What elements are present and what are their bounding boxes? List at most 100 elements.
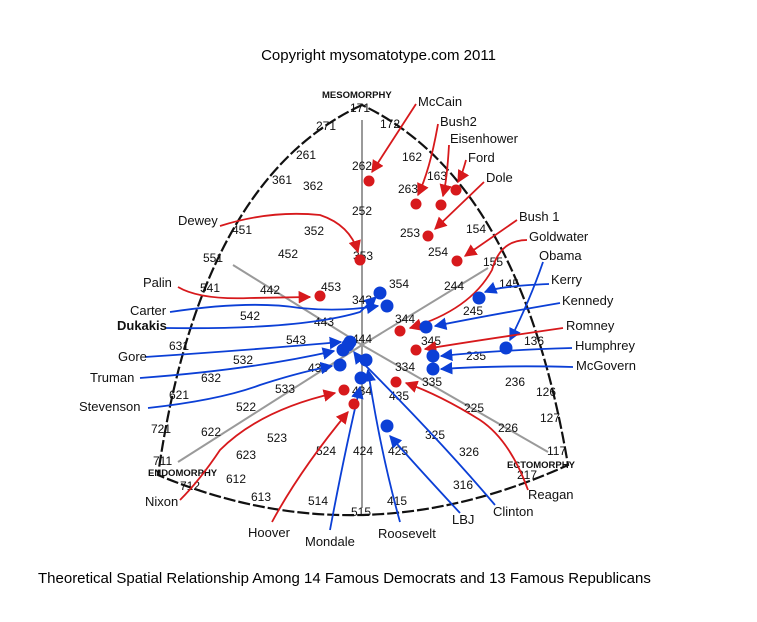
- dot-dukakis: [373, 286, 387, 300]
- arrow-kennedy: [433, 302, 561, 330]
- label-stevenson: Stevenson: [79, 399, 140, 414]
- somatotype-code-543: 543: [286, 333, 306, 347]
- somatotype-code-523: 523: [267, 431, 287, 445]
- label-dole: Dole: [486, 170, 513, 185]
- label-humphrey: Humphrey: [575, 338, 635, 353]
- somatotype-code-362: 362: [303, 179, 323, 193]
- label-lbj: LBJ: [452, 512, 474, 527]
- dot-romney: [410, 344, 422, 356]
- somatotype-code-444: 444: [352, 332, 372, 346]
- label-dukakis: Dukakis: [117, 318, 167, 333]
- somatotype-code-352: 352: [304, 224, 324, 238]
- dot-eisenhower: [435, 199, 447, 211]
- arrow-truman: [139, 347, 336, 379]
- dot-kerry: [472, 291, 486, 305]
- label-mccain: McCain: [418, 94, 462, 109]
- somatotype-code-453: 453: [321, 280, 341, 294]
- label-ford: Ford: [468, 150, 495, 165]
- label-clinton: Clinton: [493, 504, 533, 519]
- politician-dots: [314, 175, 513, 433]
- somatotype-code-621: 621: [169, 388, 189, 402]
- somatotype-code-155: 155: [483, 255, 503, 269]
- dot-bush-1: [451, 255, 463, 267]
- label-roosevelt: Roosevelt: [378, 526, 436, 541]
- somatotype-code-514: 514: [308, 494, 328, 508]
- axis-title-mesomorphy: MESOMORPHY: [322, 90, 392, 101]
- ecto-meso-line: [361, 267, 489, 346]
- somatotype-code-622: 622: [201, 425, 221, 439]
- arrow-palin: [177, 286, 312, 304]
- somatotype-code-126: 126: [536, 385, 556, 399]
- arrow-gore: [144, 336, 343, 358]
- somatotype-code-711: 711: [153, 454, 172, 468]
- arrow-lbj: [389, 435, 461, 514]
- somatotype-code-345: 345: [421, 334, 441, 348]
- somatotype-code-613: 613: [251, 490, 271, 504]
- somatotype-code-344: 344: [395, 312, 415, 326]
- dot-reagan: [390, 376, 402, 388]
- label-bush-1: Bush 1: [519, 209, 559, 224]
- arrow-stevenson: [147, 361, 334, 409]
- arrow-bush2: [417, 123, 439, 197]
- axis-title-ectomorphy: ECTOMORPHY: [507, 460, 576, 471]
- dot-bush2: [410, 198, 422, 210]
- arrow-dukakis: [164, 296, 377, 330]
- arrow-clinton: [353, 350, 496, 506]
- dot-roosevelt: [359, 353, 373, 367]
- somatotype-code-443: 443: [314, 315, 334, 329]
- copyright-notice: Copyright mysomatotype.com 2011: [261, 47, 496, 64]
- dot-hoover: [348, 398, 360, 410]
- dot-dewey: [354, 254, 366, 266]
- label-mcgovern: McGovern: [576, 358, 636, 373]
- arrow-obama: [509, 261, 544, 342]
- somatotype-code-551: 551: [203, 251, 223, 265]
- somatotype-code-533: 533: [275, 382, 295, 396]
- somatotype-code-721: 721: [151, 422, 171, 436]
- dot-mccain: [363, 175, 375, 187]
- arrow-goldwater: [408, 239, 528, 331]
- somatotype-code-236: 236: [505, 375, 525, 389]
- label-nixon: Nixon: [145, 494, 178, 509]
- somatotype-code-162: 162: [402, 150, 422, 164]
- dot-kennedy: [419, 320, 433, 334]
- somatotype-code-117: 117: [547, 444, 566, 458]
- somatotype-code-235: 235: [466, 349, 486, 363]
- somatotype-code-361: 361: [272, 173, 292, 187]
- dot-stevenson: [333, 358, 347, 372]
- dot-carter: [380, 299, 394, 313]
- arrow-roosevelt: [363, 368, 401, 523]
- arrow-dole: [434, 181, 485, 230]
- somatotype-code-172: 172: [380, 117, 400, 131]
- somatotype-code-442: 442: [260, 283, 280, 297]
- somatotype-code-632: 632: [201, 371, 221, 385]
- dot-dole: [422, 230, 434, 242]
- somatotype-code-452: 452: [278, 247, 298, 261]
- somatotype-code-532: 532: [233, 353, 253, 367]
- endo-meso-line: [232, 264, 363, 346]
- somatotype-code-612: 612: [226, 472, 246, 486]
- arrow-nixon: [179, 389, 337, 501]
- arrow-eisenhower: [439, 144, 452, 198]
- somatotype-code-515: 515: [351, 505, 371, 519]
- politician-arrows: [139, 103, 574, 531]
- somatotype-code-271: 271: [316, 119, 336, 133]
- somatotype-code-labels: 171 172 271 262 162 261 163 361 362 263 252 451 352 2…: [151, 101, 566, 519]
- somatotype-code-253: 253: [400, 226, 420, 240]
- somatotype-code-415: 415: [387, 494, 407, 508]
- dot-ford: [450, 184, 462, 196]
- somatotype-code-542: 542: [240, 309, 260, 323]
- dot-clinton: [341, 338, 355, 352]
- somatotype-code-434: 434: [352, 384, 372, 398]
- somatotype-code-326: 326: [459, 445, 479, 459]
- somatotype-code-623: 623: [236, 448, 256, 462]
- label-goldwater: Goldwater: [529, 229, 589, 244]
- somatotype-code-217: 217: [517, 468, 537, 482]
- somatotype-code-262: 262: [352, 159, 372, 173]
- dot-humphrey: [426, 349, 440, 363]
- politician-name-labels: McCain Bush2 Eisenhower Ford Dole Dewey Bush 1…: [79, 94, 636, 549]
- somatotype-code-524: 524: [316, 444, 336, 458]
- dot-mcgovern: [426, 362, 440, 376]
- dot-nixon: [338, 384, 350, 396]
- somatotype-code-261: 261: [296, 148, 316, 162]
